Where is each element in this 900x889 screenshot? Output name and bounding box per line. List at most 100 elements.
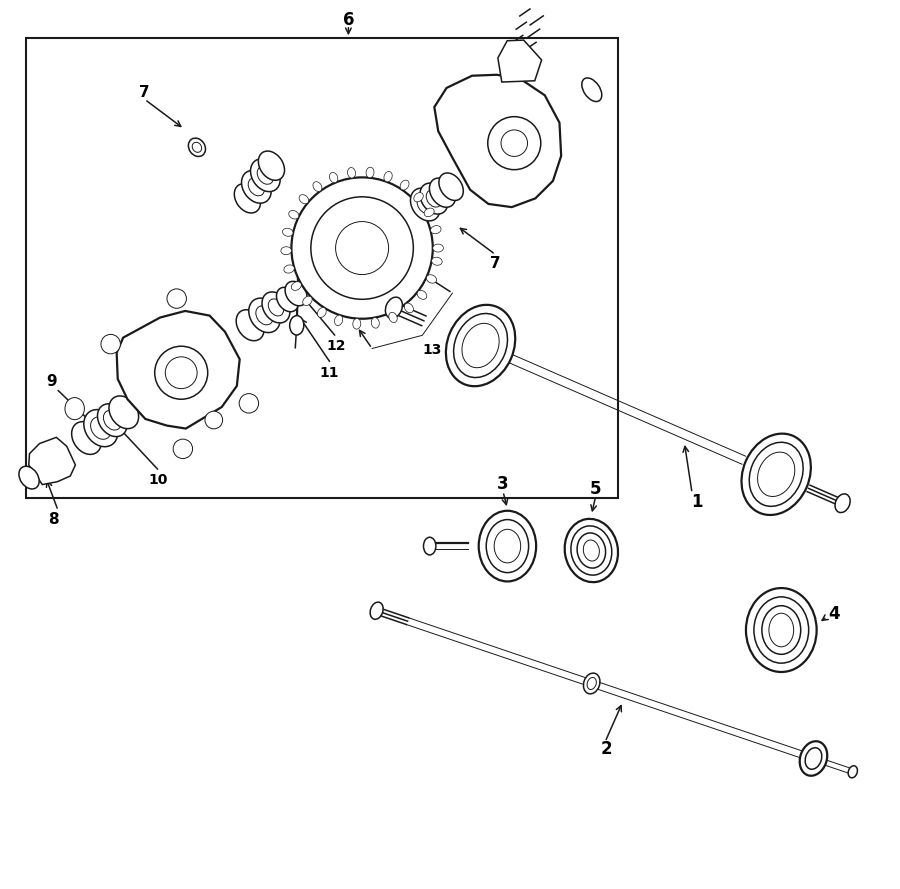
Ellipse shape [571, 526, 612, 575]
Ellipse shape [19, 466, 39, 489]
Text: 2: 2 [601, 741, 613, 758]
Ellipse shape [479, 511, 536, 581]
Ellipse shape [742, 434, 811, 515]
Ellipse shape [372, 317, 379, 328]
Ellipse shape [188, 138, 205, 156]
Ellipse shape [290, 316, 304, 335]
Ellipse shape [281, 247, 292, 254]
Ellipse shape [65, 397, 85, 420]
Text: 8: 8 [49, 512, 59, 527]
Ellipse shape [494, 529, 521, 563]
Ellipse shape [250, 159, 280, 192]
Circle shape [166, 356, 197, 388]
Ellipse shape [420, 183, 448, 214]
Ellipse shape [454, 314, 508, 378]
Ellipse shape [91, 417, 111, 439]
Ellipse shape [424, 208, 434, 217]
Ellipse shape [262, 292, 290, 323]
Ellipse shape [234, 184, 260, 213]
Ellipse shape [429, 178, 455, 207]
Ellipse shape [583, 540, 599, 561]
Ellipse shape [462, 324, 500, 368]
Circle shape [501, 130, 527, 156]
Ellipse shape [302, 296, 312, 306]
Ellipse shape [72, 421, 102, 454]
Ellipse shape [758, 453, 795, 497]
Circle shape [488, 116, 541, 170]
Ellipse shape [329, 172, 338, 183]
Ellipse shape [104, 411, 122, 430]
Ellipse shape [754, 597, 809, 663]
Ellipse shape [384, 172, 392, 182]
Ellipse shape [486, 519, 528, 573]
Ellipse shape [256, 306, 273, 324]
Polygon shape [29, 437, 76, 485]
Text: 6: 6 [343, 12, 355, 29]
Ellipse shape [239, 394, 258, 413]
Text: 4: 4 [829, 605, 840, 623]
Circle shape [292, 178, 433, 319]
Ellipse shape [241, 171, 271, 204]
Ellipse shape [433, 244, 444, 252]
Ellipse shape [268, 299, 284, 316]
Circle shape [336, 221, 389, 275]
Ellipse shape [583, 673, 600, 693]
Ellipse shape [289, 211, 299, 219]
Circle shape [310, 196, 413, 300]
Ellipse shape [292, 282, 302, 291]
Ellipse shape [769, 613, 794, 647]
Ellipse shape [581, 78, 602, 101]
Ellipse shape [173, 439, 193, 459]
Ellipse shape [577, 533, 606, 568]
Ellipse shape [749, 442, 803, 507]
Ellipse shape [248, 298, 280, 332]
Ellipse shape [427, 190, 442, 207]
Ellipse shape [800, 741, 827, 776]
Ellipse shape [432, 257, 442, 265]
Ellipse shape [248, 178, 265, 196]
Ellipse shape [427, 275, 436, 284]
Text: 7: 7 [491, 256, 500, 271]
Ellipse shape [417, 291, 427, 300]
Ellipse shape [353, 318, 361, 329]
Ellipse shape [347, 167, 356, 178]
Ellipse shape [366, 167, 374, 178]
Ellipse shape [257, 166, 274, 184]
Ellipse shape [318, 308, 326, 317]
Ellipse shape [424, 537, 436, 555]
Text: 5: 5 [590, 480, 601, 498]
Ellipse shape [848, 765, 858, 778]
Ellipse shape [806, 748, 822, 769]
Ellipse shape [746, 588, 816, 672]
Text: 1: 1 [691, 493, 702, 511]
Ellipse shape [284, 265, 294, 273]
Text: 3: 3 [497, 476, 508, 493]
Ellipse shape [276, 287, 299, 312]
Ellipse shape [439, 173, 464, 200]
Circle shape [155, 346, 208, 399]
Ellipse shape [109, 396, 139, 428]
Ellipse shape [193, 142, 202, 152]
Text: 11: 11 [320, 365, 339, 380]
Ellipse shape [835, 494, 850, 513]
Ellipse shape [400, 180, 409, 190]
Ellipse shape [236, 309, 264, 340]
Text: 10: 10 [148, 473, 167, 487]
Ellipse shape [84, 410, 118, 446]
Ellipse shape [587, 677, 597, 690]
Ellipse shape [446, 305, 515, 386]
Ellipse shape [404, 303, 413, 313]
Ellipse shape [417, 196, 434, 213]
Text: 13: 13 [423, 343, 442, 356]
Ellipse shape [370, 602, 383, 620]
Text: 9: 9 [47, 374, 57, 389]
Ellipse shape [414, 193, 423, 202]
Text: 12: 12 [327, 339, 346, 353]
Polygon shape [117, 311, 239, 428]
Circle shape [205, 412, 222, 428]
Ellipse shape [285, 281, 307, 306]
Text: 7: 7 [140, 84, 150, 100]
Ellipse shape [101, 334, 121, 354]
Ellipse shape [335, 315, 343, 325]
Ellipse shape [762, 605, 801, 654]
